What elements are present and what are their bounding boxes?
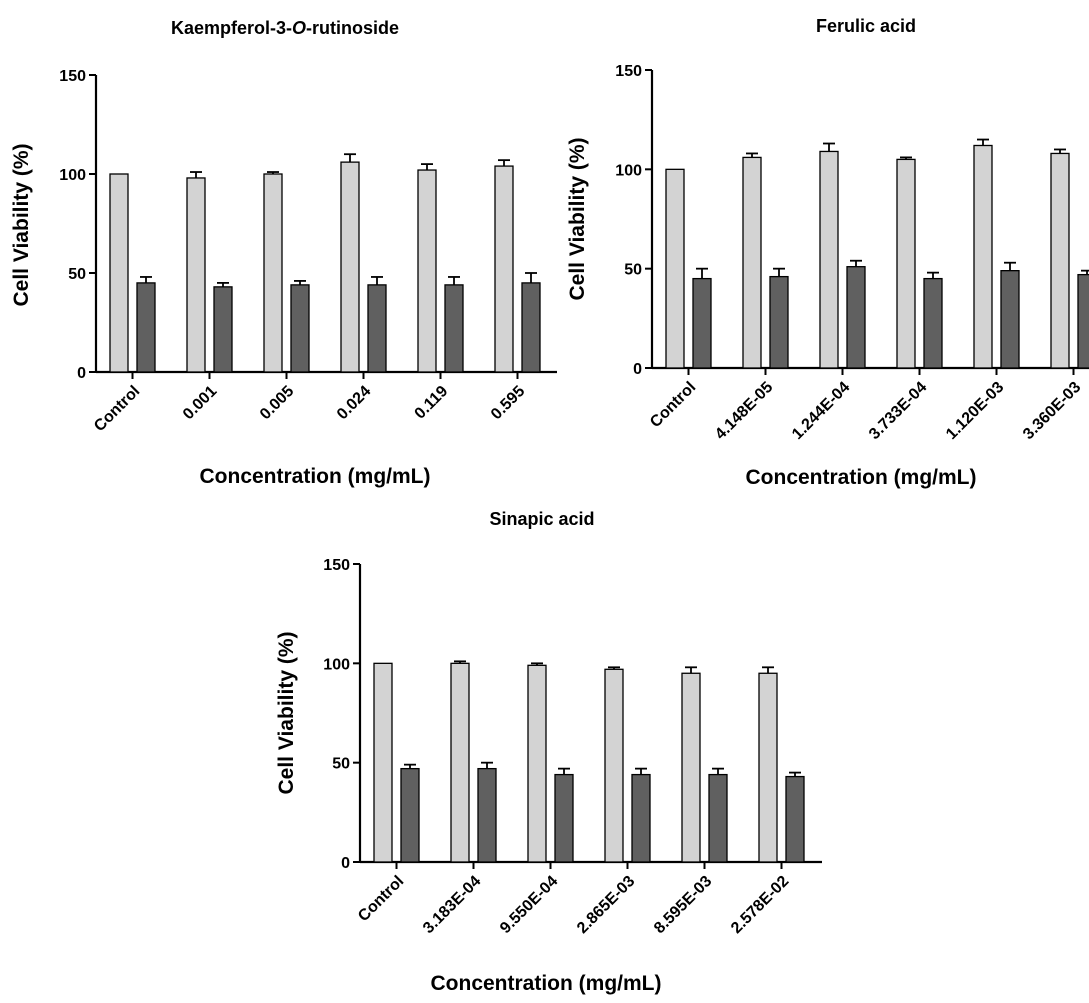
bar-treated — [692, 277, 712, 369]
x-axis-title: Concentration (mg/mL) — [746, 466, 977, 489]
bar-treated — [785, 775, 805, 863]
bar-untreated — [742, 156, 762, 369]
bar-untreated — [758, 672, 778, 863]
bar-treated — [213, 286, 233, 373]
bar-treated — [631, 773, 651, 863]
bar-treated — [444, 284, 464, 373]
bar-untreated — [896, 158, 916, 369]
x-tick-label: 9.550E-04 — [497, 873, 561, 937]
x-tick-label: 3.360E-03 — [1020, 379, 1084, 443]
x-tick-label: 0.595 — [488, 383, 528, 423]
bar-treated — [846, 266, 866, 369]
bar-untreated — [604, 668, 624, 863]
x-tick-label: 1.120E-03 — [943, 379, 1007, 443]
y-tick-label: 50 — [68, 266, 86, 283]
x-tick-label: 8.595E-03 — [651, 873, 715, 937]
y-axis-title: Cell Viability (%) — [10, 144, 33, 307]
chart-title: Sinapic acid — [489, 509, 594, 529]
bar-treated — [923, 277, 943, 369]
x-tick-label: 0.001 — [180, 383, 220, 423]
bar-treated — [554, 773, 574, 863]
y-axis-title: Cell Viability (%) — [275, 632, 298, 795]
x-tick-label: 4.148E-05 — [712, 379, 776, 443]
x-tick-label: 2.865E-03 — [574, 873, 638, 937]
bar-untreated — [186, 177, 206, 373]
y-tick-label: 150 — [59, 68, 86, 85]
bar-treated — [367, 284, 387, 373]
y-axis-title: Cell Viability (%) — [566, 138, 589, 301]
x-axis-title: Concentration (mg/mL) — [200, 465, 431, 488]
bar-treated — [400, 767, 420, 863]
y-tick-label: 100 — [59, 167, 86, 184]
bar-treated — [136, 282, 156, 373]
bar-untreated — [819, 150, 839, 369]
bar-untreated — [417, 169, 437, 373]
y-tick-label: 150 — [615, 63, 642, 80]
y-tick-label: 150 — [323, 557, 350, 574]
bar-treated — [708, 773, 728, 863]
x-tick-label: 0.024 — [334, 383, 374, 423]
x-tick-label: Control — [91, 383, 143, 435]
bar-untreated — [450, 662, 470, 863]
bar-untreated — [109, 173, 129, 373]
bar-treated — [769, 275, 789, 369]
y-tick-label: 0 — [341, 855, 350, 872]
chart-panel-kaempferol: Kaempferol-3-O-rutinoside 0 50 100 150 Cell V… — [10, 18, 557, 488]
bar-untreated — [665, 168, 685, 369]
y-tick-label: 100 — [615, 162, 642, 179]
bar-treated — [521, 282, 541, 373]
chart-panel-ferulic-acid: Ferulic acid 0 50 100 150 Cell Viability (%) C… — [566, 16, 1089, 489]
bar-treated — [477, 767, 497, 863]
x-tick-label: 0.119 — [412, 383, 452, 423]
y-tick-label: 50 — [624, 262, 642, 279]
x-tick-label: 0.005 — [257, 383, 297, 423]
x-tick-label: Control — [647, 379, 699, 431]
bar-untreated — [263, 173, 283, 373]
x-axis-title: Concentration (mg/mL) — [431, 972, 662, 995]
x-tick-label: 2.578E-02 — [728, 873, 792, 937]
bar-treated — [290, 284, 310, 373]
chart-title: Ferulic acid — [816, 16, 916, 36]
x-tick-label: Control — [355, 873, 407, 925]
bar-untreated — [1050, 152, 1070, 369]
bar-untreated — [340, 161, 360, 373]
y-tick-label: 100 — [323, 656, 350, 673]
x-tick-label: 3.183E-04 — [420, 873, 484, 937]
chart-panel-sinapic-acid: Sinapic acid 0 50 100 150 Cell Viability (%) C… — [275, 509, 822, 995]
y-tick-label: 0 — [77, 365, 86, 382]
bar-untreated — [373, 662, 393, 863]
bar-untreated — [681, 672, 701, 863]
bar-treated — [1000, 270, 1020, 369]
bar-untreated — [494, 165, 514, 373]
x-tick-label: 3.733E-04 — [866, 379, 930, 443]
x-tick-label: 1.244E-04 — [789, 379, 853, 443]
bar-untreated — [973, 144, 993, 369]
bar-treated — [1077, 273, 1089, 369]
y-tick-label: 50 — [332, 756, 350, 773]
chart-title: Kaempferol-3-O-rutinoside — [171, 18, 399, 38]
bar-untreated — [527, 664, 547, 863]
y-tick-label: 0 — [633, 361, 642, 378]
